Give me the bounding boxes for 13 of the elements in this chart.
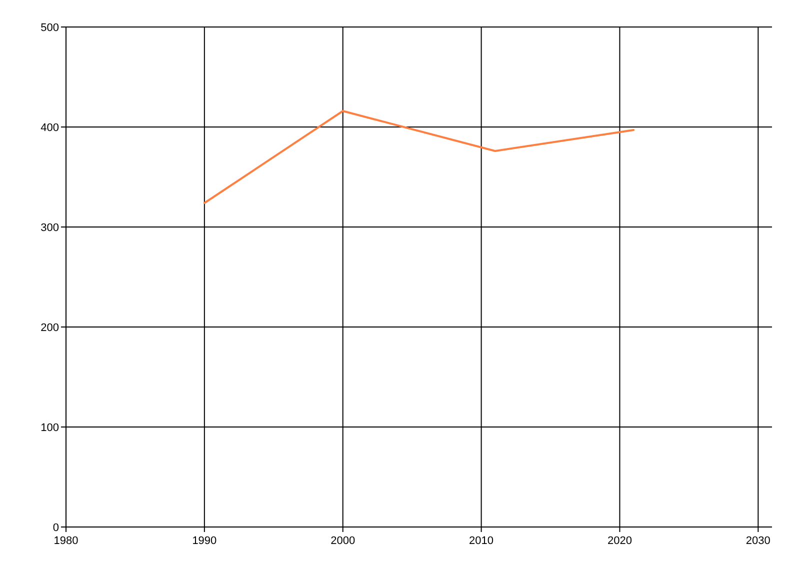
line-series bbox=[203, 110, 635, 204]
y-tick-label: 500 bbox=[40, 22, 59, 34]
y-tick-label: 0 bbox=[52, 522, 59, 534]
y-tick-label: 300 bbox=[40, 222, 59, 234]
y-tick-label: 100 bbox=[40, 422, 59, 434]
x-tick-label: 2000 bbox=[330, 535, 356, 547]
x-tick-label: 1990 bbox=[192, 535, 217, 547]
x-tick-label: 1980 bbox=[54, 535, 78, 547]
x-tick-label: 2030 bbox=[746, 535, 770, 547]
y-tick-label: 200 bbox=[40, 322, 59, 334]
x-tick-label: 2010 bbox=[469, 535, 494, 547]
x-tick-label: 2020 bbox=[607, 535, 632, 547]
y-tick-label: 400 bbox=[40, 122, 59, 134]
